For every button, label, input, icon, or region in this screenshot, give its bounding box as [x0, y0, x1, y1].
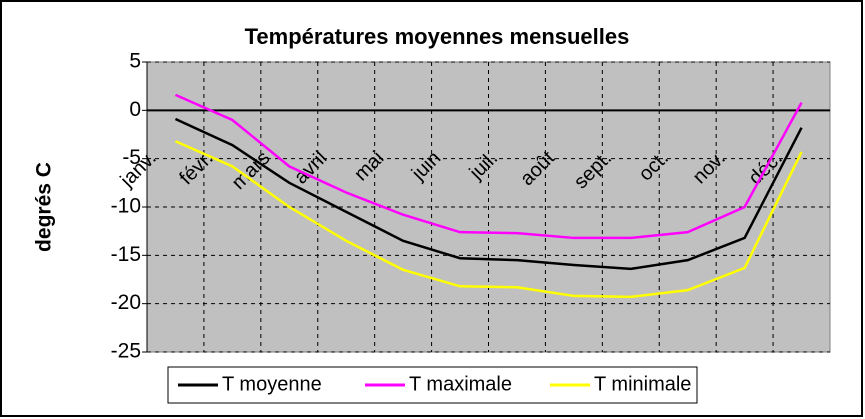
legend-label: T minimale [594, 373, 691, 395]
legend-label: T maximale [409, 373, 512, 395]
line-series [174, 117, 803, 271]
line-series [174, 140, 803, 299]
y-tick-label: 5 [129, 50, 141, 73]
legend-box [167, 366, 698, 404]
y-axis-label: degrés C [33, 162, 56, 252]
y-tick-label: 0 [129, 98, 141, 121]
chart-title: Températures moyennes mensuelles [245, 24, 630, 49]
line-series [174, 93, 803, 240]
legend-label: T moyenne [222, 373, 322, 395]
y-tick-label: -15 [111, 243, 141, 266]
y-tick-label: -5 [122, 146, 141, 169]
y-tick-label: -25 [111, 340, 141, 363]
y-tick-label: -20 [111, 291, 141, 314]
y-tick-label: -10 [111, 195, 141, 218]
